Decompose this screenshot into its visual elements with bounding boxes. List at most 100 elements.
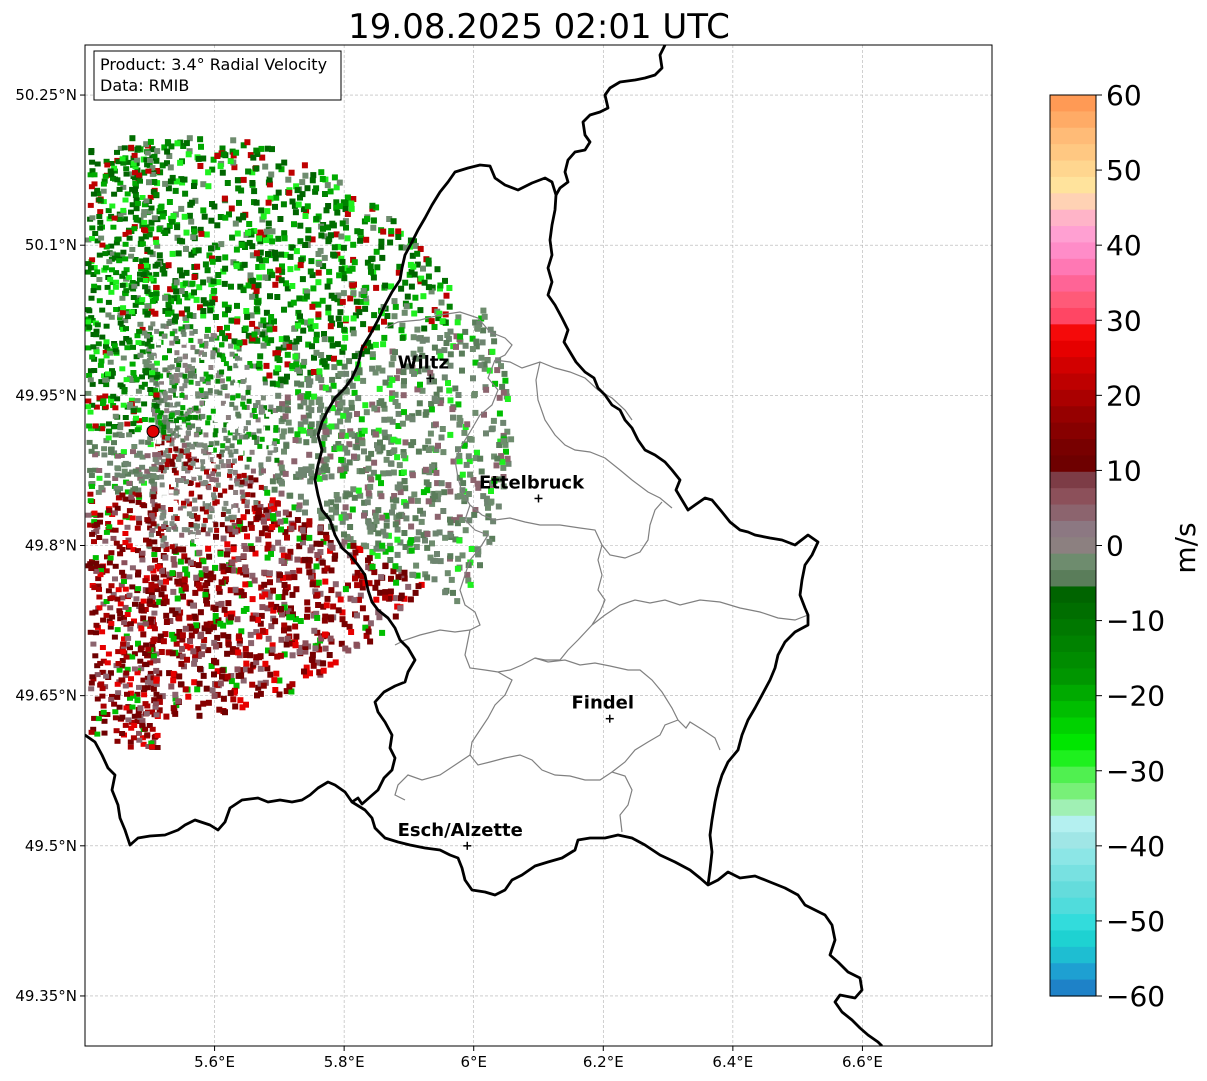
velocity-pixel (202, 300, 209, 307)
velocity-pixel (128, 719, 135, 725)
velocity-pixel (122, 256, 129, 262)
velocity-pixel (220, 400, 226, 406)
velocity-pixel (237, 567, 244, 574)
velocity-pixel (297, 194, 303, 201)
velocity-pixel (269, 478, 276, 485)
velocity-pixel (356, 367, 363, 374)
velocity-pixel (241, 404, 247, 410)
velocity-pixel (107, 605, 114, 611)
velocity-pixel (196, 284, 203, 291)
velocity-pixel (253, 500, 259, 505)
velocity-pixel (140, 615, 147, 622)
velocity-pixel (208, 374, 214, 380)
velocity-pixel (306, 518, 313, 525)
velocity-pixel (121, 636, 127, 642)
velocity-pixel (109, 280, 116, 285)
velocity-pixel (267, 409, 273, 415)
velocity-pixel (396, 462, 403, 469)
velocity-pixel (96, 395, 103, 401)
velocity-pixel (237, 439, 242, 445)
velocity-pixel (154, 371, 161, 377)
velocity-pixel (460, 480, 467, 487)
velocity-pixel (165, 424, 171, 429)
velocity-pixel (135, 499, 142, 505)
velocity-pixel (150, 622, 157, 629)
velocity-pixel (381, 405, 388, 412)
velocity-pixel (334, 209, 341, 216)
velocity-pixel (421, 279, 428, 286)
velocity-pixel (134, 471, 140, 477)
velocity-pixel (98, 681, 105, 687)
velocity-pixel (323, 207, 330, 214)
lat-tick-label: 49.65°N (15, 687, 77, 705)
velocity-pixel (315, 301, 322, 308)
velocity-pixel (135, 492, 142, 498)
velocity-pixel (162, 395, 168, 401)
velocity-pixel (265, 199, 272, 206)
velocity-pixel (400, 392, 407, 399)
velocity-pixel (370, 274, 377, 281)
velocity-pixel (178, 660, 185, 667)
velocity-pixel (408, 283, 415, 290)
velocity-pixel (251, 434, 257, 440)
velocity-pixel (257, 665, 264, 672)
velocity-pixel (490, 518, 497, 525)
velocity-pixel (272, 281, 279, 288)
velocity-pixel (265, 635, 272, 642)
velocity-pixel (128, 676, 134, 682)
velocity-pixel (137, 321, 144, 327)
velocity-pixel (149, 491, 156, 497)
velocity-pixel (504, 455, 511, 462)
velocity-pixel (508, 436, 515, 443)
velocity-pixel (109, 267, 115, 273)
velocity-pixel (162, 391, 168, 397)
velocity-pixel (120, 355, 127, 361)
velocity-pixel (188, 625, 195, 632)
velocity-pixel (369, 202, 376, 209)
velocity-pixel (301, 162, 308, 169)
velocity-pixel (236, 633, 242, 640)
velocity-pixel (502, 377, 509, 384)
radar-velocity-field (85, 135, 515, 750)
velocity-pixel (364, 216, 370, 223)
velocity-pixel (150, 657, 157, 662)
velocity-pixel (169, 544, 175, 550)
velocity-pixel (191, 679, 198, 686)
velocity-pixel (121, 145, 128, 151)
velocity-pixel (148, 363, 155, 369)
velocity-pixel (302, 644, 309, 650)
velocity-pixel (195, 415, 201, 421)
velocity-pixel (154, 148, 161, 155)
velocity-pixel (93, 521, 100, 527)
velocity-pixel (218, 579, 225, 586)
velocity-pixel (309, 177, 316, 184)
velocity-pixel (117, 425, 124, 431)
velocity-pixel (414, 386, 421, 393)
velocity-pixel (259, 331, 266, 338)
velocity-pixel (144, 685, 151, 691)
velocity-pixel (248, 475, 254, 481)
velocity-pixel (316, 368, 323, 375)
velocity-pixel (219, 449, 225, 455)
velocity-pixel (128, 397, 135, 403)
velocity-pixel (379, 542, 386, 549)
velocity-pixel (244, 475, 250, 481)
velocity-pixel (163, 598, 170, 605)
velocity-pixel (214, 222, 221, 229)
velocity-pixel (131, 283, 138, 289)
velocity-pixel (231, 689, 238, 696)
velocity-pixel (454, 520, 461, 527)
velocity-pixel (231, 504, 237, 510)
velocity-pixel (85, 345, 92, 351)
velocity-pixel (247, 667, 254, 674)
velocity-pixel (108, 450, 115, 455)
velocity-pixel (428, 373, 435, 380)
velocity-pixel (133, 596, 140, 602)
velocity-pixel (364, 348, 370, 355)
velocity-pixel (437, 282, 444, 289)
velocity-pixel (285, 511, 292, 518)
velocity-pixel (305, 412, 312, 419)
velocity-pixel (120, 207, 127, 213)
velocity-pixel (144, 311, 151, 316)
velocity-pixel (210, 401, 216, 407)
